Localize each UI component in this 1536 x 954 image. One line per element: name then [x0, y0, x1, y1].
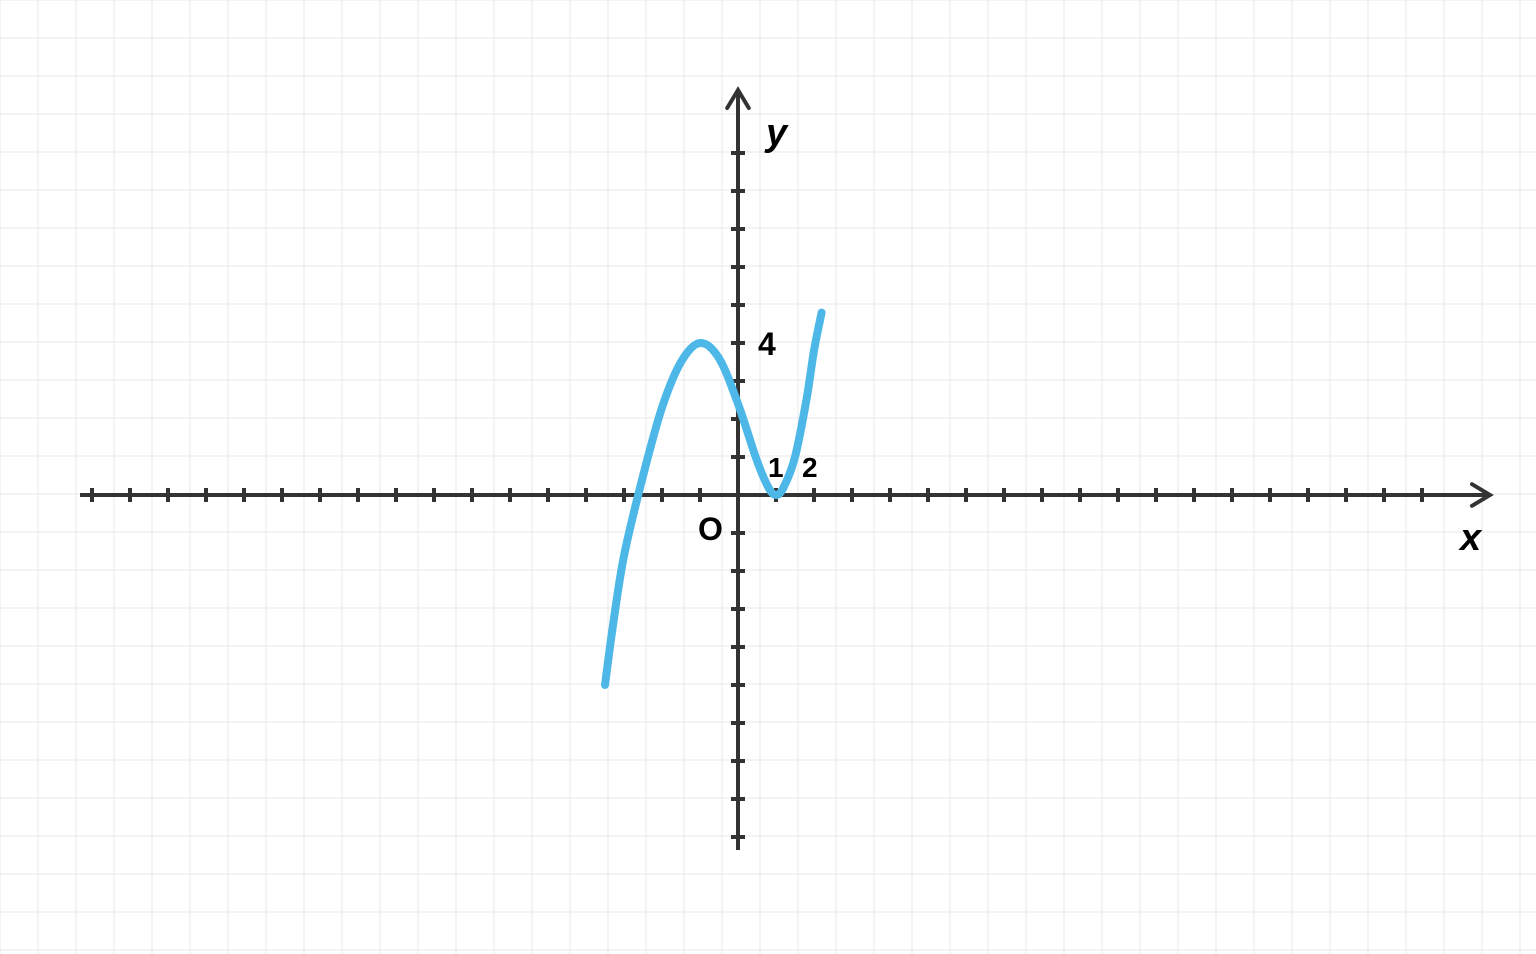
- x-tick-1-label: 1: [768, 452, 784, 483]
- y-tick-4-label: 4: [758, 326, 776, 362]
- x-axis-label: x: [1458, 517, 1483, 559]
- y-axis-label: y: [764, 112, 789, 154]
- function-chart: y x O 4 12: [0, 0, 1536, 954]
- x-tick-2-label: 2: [802, 452, 818, 483]
- origin-label: O: [698, 511, 723, 547]
